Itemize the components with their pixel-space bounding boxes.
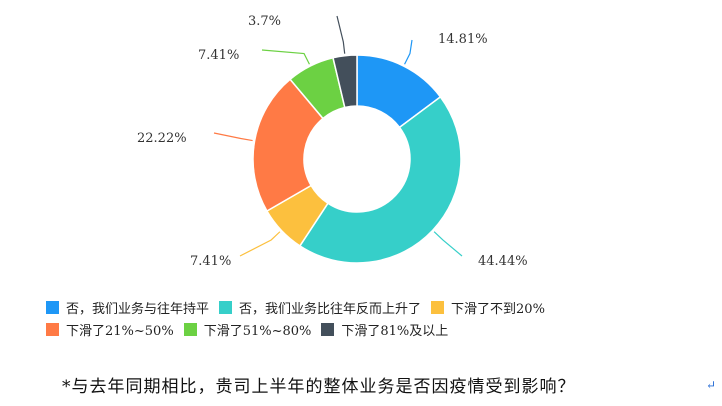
leader-line-flat (404, 39, 413, 65)
return-mark-icon: ↵ (706, 378, 717, 392)
legend-swatch-51-80 (183, 322, 197, 336)
leader-line-21-50 (213, 132, 253, 142)
value-label-increase: 44.44% (478, 254, 528, 269)
legend-swatch-flat (46, 300, 59, 314)
legend-item-under-20[interactable]: 下滑了不到20% (431, 298, 545, 317)
legend-swatch-81-plus (321, 322, 335, 336)
legend-label-increase: 否，我们业务比往年反而上升了 (239, 301, 422, 317)
legend-row-2: 下滑了21%~50% 下滑了51%~80% 下滑了81%及以上 (46, 318, 706, 340)
donut-chart: 14.81% 44.44% 7.41% 22.22% 7.41% 3.7% (137, 14, 528, 269)
legend-swatch-21-50 (46, 322, 59, 336)
value-label-21-50: 22.22% (137, 131, 187, 146)
survey-question: *与去年同期相比，贵司上半年的整体业务是否因疫情受到影响？ (62, 377, 576, 397)
legend-label-21-50: 下滑了21%~50% (66, 323, 174, 339)
legend-label-51-80: 下滑了51%~80% (203, 323, 312, 339)
chart-legend: 否，我们业务与往年持平 否，我们业务比往年反而上升了 下滑了不到20% 下滑了2… (46, 296, 706, 340)
legend-item-increase[interactable]: 否，我们业务比往年反而上升了 (219, 298, 421, 317)
legend-item-81-plus[interactable]: 下滑了81%及以上 (321, 320, 448, 339)
value-label-under-20: 7.41% (190, 254, 231, 269)
value-label-81-plus: 3.7% (248, 14, 281, 29)
legend-item-flat[interactable]: 否，我们业务与往年持平 (46, 298, 209, 317)
legend-label-81-plus: 下滑了81%及以上 (341, 323, 449, 339)
legend-label-flat: 否，我们业务与往年持平 (66, 301, 210, 317)
value-label-51-80: 7.41% (198, 48, 239, 63)
leader-line-81-plus (336, 15, 346, 54)
leader-line-increase (433, 231, 463, 257)
legend-swatch-increase (219, 300, 233, 314)
legend-swatch-under-20 (431, 300, 445, 314)
legend-label-under-20: 下滑了不到20% (451, 301, 545, 317)
legend-item-51-80[interactable]: 下滑了51%~80% (183, 320, 312, 339)
donut-slice-21-50[interactable] (252, 78, 324, 213)
value-label-flat: 14.81% (438, 32, 488, 47)
donut-slice-increase[interactable] (298, 95, 462, 264)
leader-line-51-80 (261, 49, 310, 65)
legend-item-21-50[interactable]: 下滑了21%~50% (46, 320, 174, 339)
leader-line-under-20 (239, 231, 281, 257)
donut-slice-81-plus[interactable] (332, 54, 358, 109)
legend-row-1: 否，我们业务与往年持平 否，我们业务比往年反而上升了 下滑了不到20% (46, 296, 706, 318)
